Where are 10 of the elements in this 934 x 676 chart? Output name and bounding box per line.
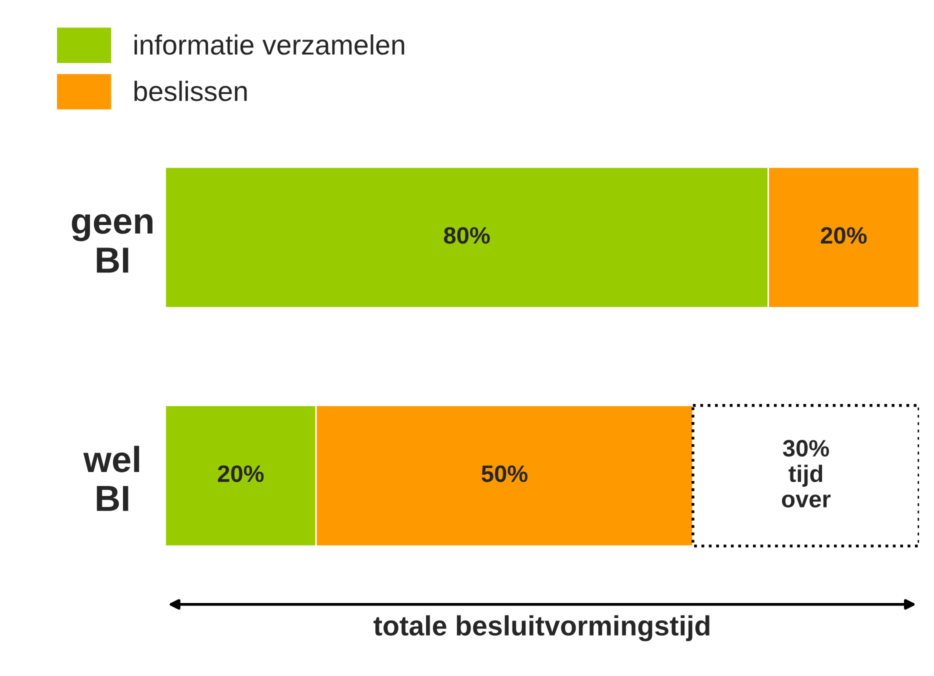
data-label: 80%: [444, 227, 490, 244]
text: totale besluitvormingstijd: [374, 615, 710, 642]
data-label: 20%: [820, 227, 867, 244]
data-label: 20%: [218, 465, 264, 482]
y-tick-label: geen BI: [72, 214, 152, 273]
data-label: 30% tijd over: [782, 440, 831, 508]
legend-label: beslissen: [134, 80, 247, 102]
y-tick-label: wel BI: [83, 446, 140, 511]
legend-label: informatie verzamelen: [134, 34, 404, 55]
data-label: 50%: [482, 465, 528, 482]
